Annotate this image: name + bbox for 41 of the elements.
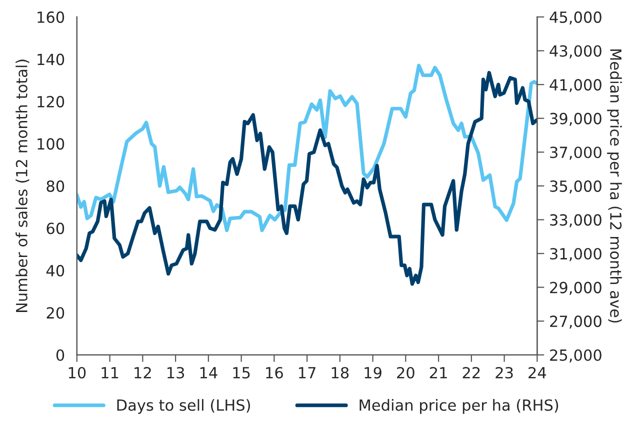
x-tick-label: 12 [134,366,151,378]
y2-tick-label: 25,000 [550,349,602,362]
y2-tick-label: 27,000 [550,316,602,329]
line-series [76,70,538,286]
x-tick-label: 24 [528,366,546,378]
legend-label: Median price per ha (RHS) [360,399,558,414]
y2-tick-label: 37,000 [550,146,602,160]
x-tick-label: 18 [332,366,349,379]
y-axis-title: Number of sales (12 month total) [16,60,30,312]
x-tick-label: 21 [430,366,447,378]
y-tick-label: 140 [38,54,64,66]
x-tick-label: 22 [462,366,480,378]
y-tick-label: 100 [38,138,64,150]
x-tick-label: 23 [496,366,513,379]
x-tick-label: 11 [102,367,118,378]
y-tick-label: 40 [46,264,64,276]
y2-tick-label: 33,000 [550,214,602,228]
x-tick-label: 10 [68,366,86,379]
y2-tick-label: 35,000 [550,180,602,194]
x-tick-label: 17 [298,367,316,378]
x-tick-label: 14 [200,367,218,378]
y-tick-label: 160 [38,11,64,23]
y-tick-label: 20 [46,307,64,319]
y2-tick-label: 43,000 [550,45,602,58]
x-tick-label: 20 [397,366,414,379]
y2-tick-label: 29,000 [550,282,602,295]
y-tick-label: 120 [38,96,64,108]
y2-tick-label: 41,000 [550,79,602,92]
x-tick-label: 19 [364,366,382,379]
y-tick-label: 80 [46,180,64,192]
y-tick-label: 0 [56,349,64,361]
y2-axis-title: Median price per ha (12 month ave) [607,49,622,323]
line-series [76,64,538,232]
x-tick-label: 16 [266,366,283,379]
y2-tick-label: 45,000 [550,11,602,25]
x-tick-label: 13 [168,366,184,379]
legend-label: Days to sell (LHS) [117,399,250,414]
x-tick-label: 15 [233,367,250,379]
y2-tick-label: 31,000 [550,248,602,262]
y-tick-label: 60 [46,222,64,234]
y2-tick-label: 39,000 [550,112,602,126]
